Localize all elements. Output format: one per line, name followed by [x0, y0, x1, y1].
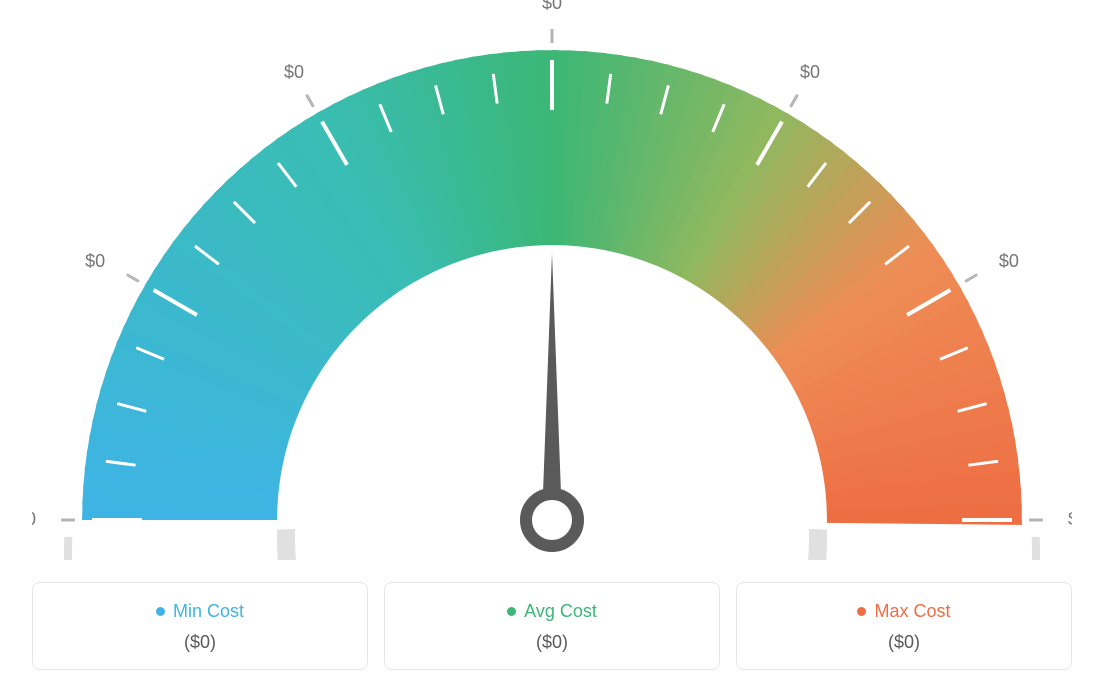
min-label: Min Cost — [173, 601, 244, 622]
svg-text:$0: $0 — [284, 62, 304, 82]
svg-text:$0: $0 — [800, 62, 820, 82]
svg-text:$0: $0 — [542, 0, 562, 13]
legend-card-avg: Avg Cost ($0) — [384, 582, 720, 670]
svg-text:$0: $0 — [85, 251, 105, 271]
min-value: ($0) — [53, 632, 347, 653]
svg-text:$0: $0 — [1068, 509, 1072, 529]
svg-text:$0: $0 — [32, 509, 36, 529]
avg-label: Avg Cost — [524, 601, 597, 622]
avg-dot — [507, 607, 516, 616]
legend-row: Min Cost ($0) Avg Cost ($0) Max Cost ($0… — [32, 582, 1072, 670]
cost-gauge-chart: $0 $0 $0 $0 $0 $0 $0 — [32, 0, 1072, 560]
min-dot — [156, 607, 165, 616]
legend-card-min: Min Cost ($0) — [32, 582, 368, 670]
svg-text:$0: $0 — [999, 251, 1019, 271]
max-value: ($0) — [757, 632, 1051, 653]
legend-card-max: Max Cost ($0) — [736, 582, 1072, 670]
max-dot — [857, 607, 866, 616]
avg-value: ($0) — [405, 632, 699, 653]
max-label: Max Cost — [874, 601, 950, 622]
